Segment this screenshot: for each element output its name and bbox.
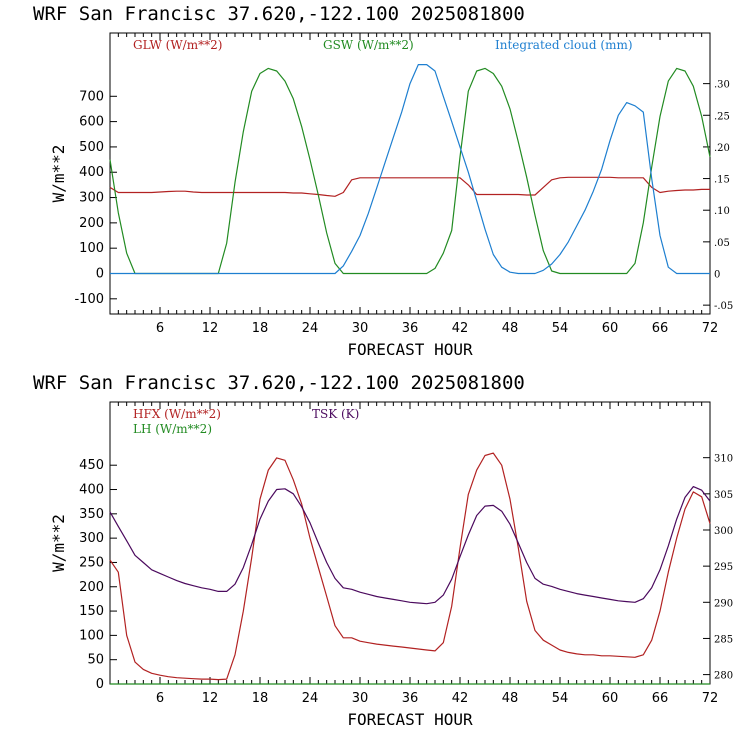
x-tick-label: 18	[252, 691, 269, 706]
y-tick-label: 0	[96, 677, 104, 692]
series-line	[109, 452, 711, 681]
legend-entry: TSK (K)	[312, 407, 359, 421]
x-tick-label: 66	[652, 321, 669, 336]
x-tick-label: 72	[702, 691, 719, 706]
y-tick-label: 200	[79, 216, 104, 231]
chart-title: WRF San Francisc 37.620,-122.100 2025081…	[33, 3, 525, 25]
x-tick-label: 36	[402, 321, 419, 336]
x-axis-label: FORECAST HOUR	[347, 340, 473, 359]
y-tick-label: 350	[79, 507, 104, 522]
legend-entry: Integrated cloud (mm)	[495, 38, 633, 52]
y-tick-label: 600	[79, 115, 104, 130]
y2-tick-label: 305	[714, 490, 733, 501]
plot-frame	[109, 401, 711, 685]
y2-tick-label: 0	[714, 269, 720, 280]
series-line	[109, 486, 711, 605]
x-tick-label: 36	[402, 691, 419, 706]
y-tick-label: 0	[96, 266, 104, 281]
y2-tick-label: 280	[714, 671, 733, 682]
x-tick-label: 72	[702, 321, 719, 336]
x-tick-label: 12	[202, 321, 219, 336]
y-tick-label: 250	[79, 555, 104, 570]
y-tick-label: 400	[79, 483, 104, 498]
y-axis-label: W/m**2	[49, 514, 68, 572]
x-tick-label: 48	[502, 691, 519, 706]
x-tick-label: 54	[552, 691, 569, 706]
plot-frame	[109, 32, 711, 315]
series-line	[109, 67, 711, 275]
x-tick-label: 6	[156, 321, 164, 336]
y2-tick-label: .05	[714, 238, 730, 249]
y2-tick-label: 290	[714, 598, 733, 609]
x-tick-label: 12	[202, 691, 219, 706]
y2-tick-label: .30	[714, 80, 730, 91]
y2-tick-label: .25	[714, 111, 730, 122]
y-tick-label: 100	[79, 628, 104, 643]
y2-tick-label: 310	[714, 454, 733, 465]
y-tick-label: 100	[79, 241, 104, 256]
x-tick-label: 54	[552, 321, 569, 336]
y-tick-label: 400	[79, 165, 104, 180]
y-tick-label: -100	[74, 292, 104, 307]
y2-tick-label: .20	[714, 143, 730, 154]
legend-entry: GSW (W/m**2)	[323, 38, 414, 52]
y2-tick-label: 295	[714, 562, 733, 573]
x-tick-label: 48	[502, 321, 519, 336]
x-axis-label: FORECAST HOUR	[347, 710, 473, 729]
y-tick-label: 300	[79, 191, 104, 206]
y-tick-label: 450	[79, 458, 104, 473]
y-axis-label: W/m**2	[49, 145, 68, 203]
y-tick-label: 300	[79, 531, 104, 546]
x-tick-label: 24	[302, 321, 319, 336]
legend-entry: LH (W/m**2)	[133, 422, 212, 436]
x-tick-label: 18	[252, 321, 269, 336]
y-tick-label: 700	[79, 89, 104, 104]
x-tick-label: 30	[352, 321, 369, 336]
y-tick-label: 500	[79, 140, 104, 155]
series-line	[109, 176, 710, 197]
y-tick-label: 200	[79, 580, 104, 595]
y2-tick-label: .10	[714, 206, 730, 217]
chart-title: WRF San Francisc 37.620,-122.100 2025081…	[33, 372, 525, 394]
legend-entry: GLW (W/m**2)	[133, 38, 222, 52]
x-tick-label: 24	[302, 691, 319, 706]
y-tick-label: 50	[87, 653, 104, 668]
y2-tick-label: -.05	[714, 301, 733, 312]
x-tick-label: 42	[452, 321, 469, 336]
y2-tick-label: .15	[714, 175, 730, 186]
y-tick-label: 150	[79, 604, 104, 619]
x-tick-label: 42	[452, 691, 469, 706]
x-tick-label: 6	[156, 691, 164, 706]
x-tick-label: 66	[652, 691, 669, 706]
series-line	[110, 63, 710, 275]
x-tick-label: 60	[602, 691, 619, 706]
y2-tick-label: 300	[714, 526, 733, 537]
y2-tick-label: 285	[714, 634, 733, 645]
legend-entry: HFX (W/m**2)	[133, 407, 221, 421]
x-tick-label: 60	[602, 321, 619, 336]
x-tick-label: 30	[352, 691, 369, 706]
